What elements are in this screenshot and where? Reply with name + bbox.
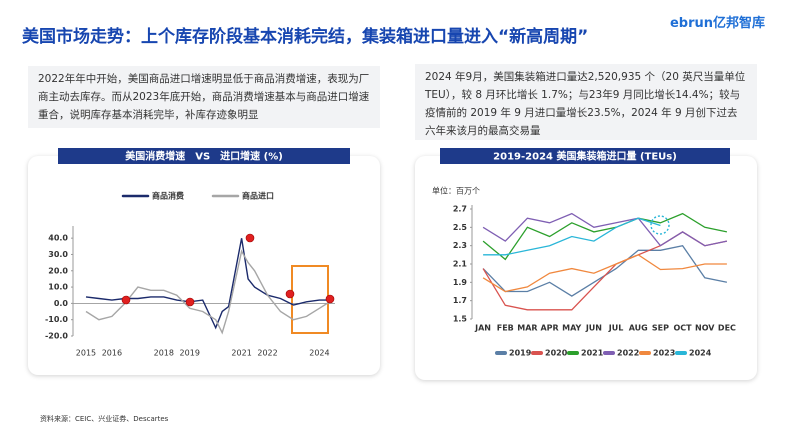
x-tick-label: JAN — [474, 324, 491, 333]
legend-label: 2021 — [581, 349, 604, 358]
chart-title: 2019-2024 美国集装箱进口量 (TEUs) — [493, 150, 677, 163]
y-tick-label: 0.0 — [54, 299, 69, 308]
highlight-dot — [121, 295, 131, 305]
series-line — [483, 217, 661, 256]
legend-label: 2020 — [545, 349, 568, 358]
x-tick-label: 2024 — [309, 349, 329, 358]
x-tick-label: 2019 — [180, 349, 200, 358]
y-tick-label: 1.9 — [453, 278, 468, 287]
y-tick-label: 2.5 — [453, 223, 468, 232]
y-tick-label: 30.0 — [48, 250, 68, 259]
slide-title: 美国市场走势：上个库存阶段基本消耗完结，集装箱进口量进入“新高周期” — [22, 27, 589, 47]
note: 2022年年中开始，美国商品进口增速明显低于商品消费增速，表现为厂商主动去库存。… — [28, 66, 380, 128]
x-tick-label: MAR — [517, 324, 537, 333]
source: 资料来源：CEIC、兴业证券、Descartes — [40, 415, 169, 423]
y-tick-label: -10.0 — [45, 315, 68, 324]
x-tick-label: SEP — [652, 324, 669, 333]
x-tick-label: 2022 — [257, 349, 277, 358]
legend-label: 2023 — [653, 349, 675, 358]
x-tick-label: 2018 — [154, 349, 174, 358]
legend-label: 2024 — [689, 349, 712, 358]
y-tick-label: -20.0 — [45, 332, 68, 341]
x-tick-label: FEB — [497, 324, 514, 333]
y-tick-label: 10.0 — [48, 283, 68, 292]
x-tick-label: JUL — [608, 324, 624, 333]
series-line — [85, 249, 333, 335]
series-line — [482, 254, 727, 293]
x-tick-label: 2016 — [102, 349, 122, 358]
title-banner — [58, 148, 350, 164]
legend-label: 2019 — [509, 349, 532, 358]
series-line — [482, 212, 728, 247]
legend-label: 商品消费 — [152, 191, 184, 201]
y-tick-label: 1.7 — [453, 296, 467, 305]
legend-label: 商品进口 — [242, 191, 274, 201]
y-tick-label: 2.1 — [453, 260, 468, 269]
x-tick-label: AUG — [629, 324, 648, 333]
chart-title: 美国消费增速 VS 进口增速 (%) — [125, 150, 283, 163]
series-line — [482, 212, 728, 261]
x-tick-label: JUN — [585, 324, 602, 333]
highlight-dot — [285, 289, 295, 299]
highlight-dot — [325, 294, 335, 304]
x-tick-label: OCT — [674, 324, 693, 333]
x-tick-label: DEC — [718, 324, 736, 333]
x-tick-label: NOV — [695, 324, 715, 333]
x-tick-label: APR — [540, 324, 558, 333]
highlight-dot — [185, 297, 195, 307]
axis-unit: 单位：百万个 — [432, 186, 480, 196]
chart: 2019-2024 美国集装箱进口量 (TEUs) 单位：百万个 JAN FEB M… — [432, 148, 736, 358]
x-tick-label: 2015 — [76, 349, 96, 358]
highlight-dot — [245, 233, 255, 243]
y-tick-label: 1.5 — [453, 315, 468, 324]
y-tick-label: 2.3 — [453, 241, 467, 250]
legend-label: 2022 — [617, 349, 639, 358]
y-tick-label: 20.0 — [48, 266, 68, 275]
chart: 美国消费增速 VS 进口增速 (%) 2015 2016 2018 2019 2021 2… — [45, 148, 350, 358]
series-line — [482, 231, 728, 311]
logo: ebrun亿邦智库 — [669, 16, 765, 31]
note: 2024 年9月，美国集装箱进口量达2,520,935 个（20 英尺当量单位 … — [415, 64, 757, 140]
x-tick-label: 2021 — [231, 349, 251, 358]
y-tick-label: 2.7 — [453, 205, 467, 214]
title-banner — [440, 148, 730, 164]
highlight-circle — [650, 215, 670, 235]
x-tick-label: MAY — [562, 324, 581, 333]
series-line — [85, 238, 333, 330]
y-tick-label: 40.0 — [48, 234, 68, 243]
